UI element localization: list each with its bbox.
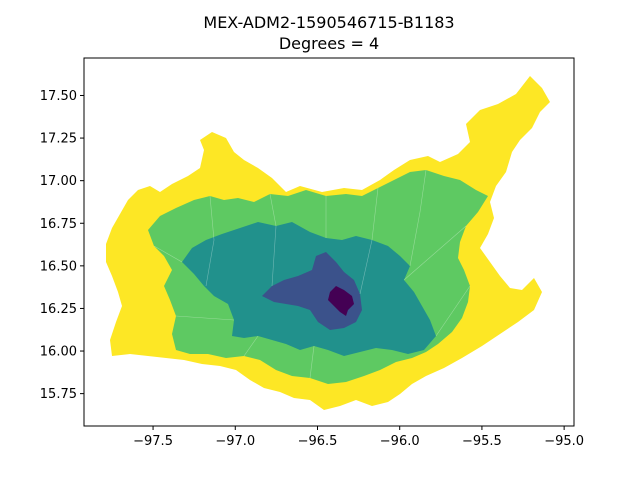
x-tick-label: −97.5 bbox=[133, 434, 173, 449]
y-axis: 17.50 17.25 17.00 16.75 16.50 16.25 16.00 15.75 bbox=[40, 89, 84, 402]
x-tick-label: −97.0 bbox=[215, 434, 255, 449]
y-tick-label: 15.75 bbox=[40, 387, 77, 402]
x-tick-label: −95.0 bbox=[544, 434, 584, 449]
y-tick-label: 16.25 bbox=[40, 302, 77, 317]
y-tick-label: 17.00 bbox=[40, 174, 77, 189]
map-title: MEX-ADM2-1590546715-B1183 bbox=[203, 13, 454, 32]
y-tick-label: 17.50 bbox=[40, 89, 77, 104]
region-boundaries bbox=[153, 169, 471, 379]
x-axis: −97.5 −97.0 −96.5 −96.0 −95.5 −95.0 bbox=[133, 426, 584, 449]
y-tick-label: 17.25 bbox=[40, 132, 77, 147]
region-degree-0 bbox=[328, 286, 354, 316]
y-tick-label: 16.75 bbox=[40, 217, 77, 232]
map-subtitle: Degrees = 4 bbox=[279, 34, 379, 53]
axes-frame bbox=[83, 57, 575, 427]
x-tick-label: −96.0 bbox=[380, 434, 420, 449]
x-tick-label: −96.5 bbox=[298, 434, 338, 449]
y-tick-label: 16.50 bbox=[40, 259, 77, 274]
map-regions bbox=[106, 76, 550, 410]
region-degree-1 bbox=[262, 252, 362, 330]
x-tick-label: −95.5 bbox=[462, 434, 502, 449]
y-tick-label: 16.00 bbox=[40, 345, 77, 360]
